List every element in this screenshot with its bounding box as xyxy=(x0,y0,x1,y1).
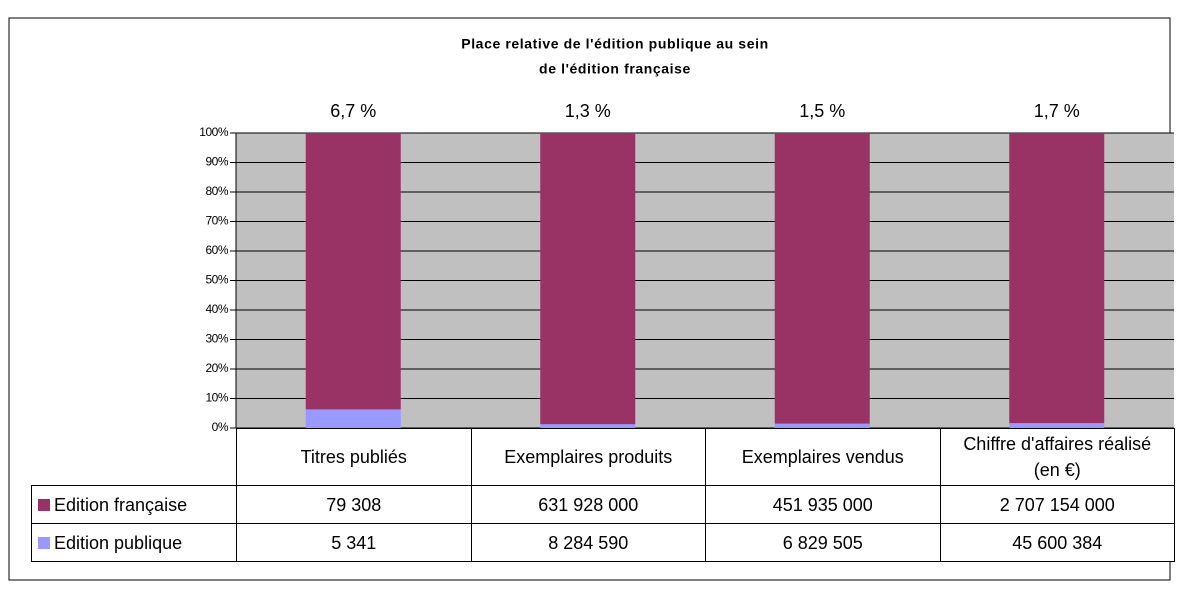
y-tick-label: 50% xyxy=(205,273,228,287)
annotation: 1,5 % xyxy=(799,101,845,121)
table-value: 451 935 000 xyxy=(705,485,941,524)
category-cell: Chiffre d'affaires réalisé (en €) xyxy=(939,428,1175,486)
y-tick-label: 40% xyxy=(205,302,228,316)
y-tick-label: 10% xyxy=(205,391,228,405)
bar-segment xyxy=(1009,423,1105,428)
bar-segment xyxy=(540,133,636,425)
table-value: 8 284 590 xyxy=(470,523,706,562)
y-tick-label: 100% xyxy=(199,125,229,139)
legend-swatch xyxy=(38,536,50,549)
table-value: 2 707 154 000 xyxy=(939,485,1175,524)
y-tick-label: 30% xyxy=(205,332,228,346)
chart-title: de l'édition française xyxy=(539,61,691,77)
table-value: 45 600 384 xyxy=(939,523,1175,562)
bar-segment xyxy=(774,133,870,424)
annotation: 6,7 % xyxy=(330,101,376,121)
y-tick-label: 60% xyxy=(205,243,228,257)
legend-label: Edition publique xyxy=(54,532,183,553)
table-value: 631 928 000 xyxy=(470,485,706,524)
y-tick-label: 70% xyxy=(205,214,228,228)
legend-cell: Edition française xyxy=(31,485,237,524)
category-cell: Titres publiés xyxy=(236,428,472,486)
legend-label: Edition française xyxy=(54,494,188,515)
bar-segment xyxy=(1009,133,1105,424)
annotation: 1,7 % xyxy=(1034,101,1080,121)
y-tick-label: 0% xyxy=(212,420,229,434)
bar-segment xyxy=(305,409,401,428)
table-value: 79 308 xyxy=(236,485,472,524)
y-tick-label: 80% xyxy=(205,184,228,198)
legend-cell: Edition publique xyxy=(31,523,237,562)
table-value: 5 341 xyxy=(236,523,472,562)
annotation: 1,3 % xyxy=(565,101,611,121)
table-value: 6 829 505 xyxy=(705,523,941,562)
bar-segment xyxy=(774,423,870,428)
category-cell: Exemplaires produits xyxy=(470,428,706,486)
y-tick-label: 90% xyxy=(205,155,228,169)
y-tick-label: 20% xyxy=(205,361,228,375)
legend-swatch xyxy=(38,498,50,511)
bar-segment xyxy=(305,133,401,410)
chart-title: Place relative de l'édition publique au … xyxy=(461,36,768,52)
category-cell: Exemplaires vendus xyxy=(705,428,941,486)
bar-segment xyxy=(540,424,636,428)
